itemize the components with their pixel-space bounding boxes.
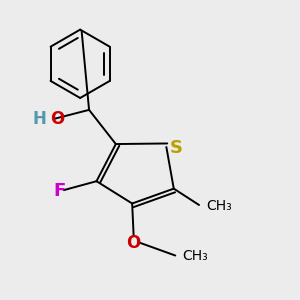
Text: F: F <box>53 182 65 200</box>
Text: H: H <box>32 110 46 128</box>
Text: S: S <box>170 139 183 157</box>
Text: CH₃: CH₃ <box>206 200 232 214</box>
Text: O: O <box>126 234 140 252</box>
Text: CH₃: CH₃ <box>183 248 208 262</box>
Text: O: O <box>50 110 64 128</box>
